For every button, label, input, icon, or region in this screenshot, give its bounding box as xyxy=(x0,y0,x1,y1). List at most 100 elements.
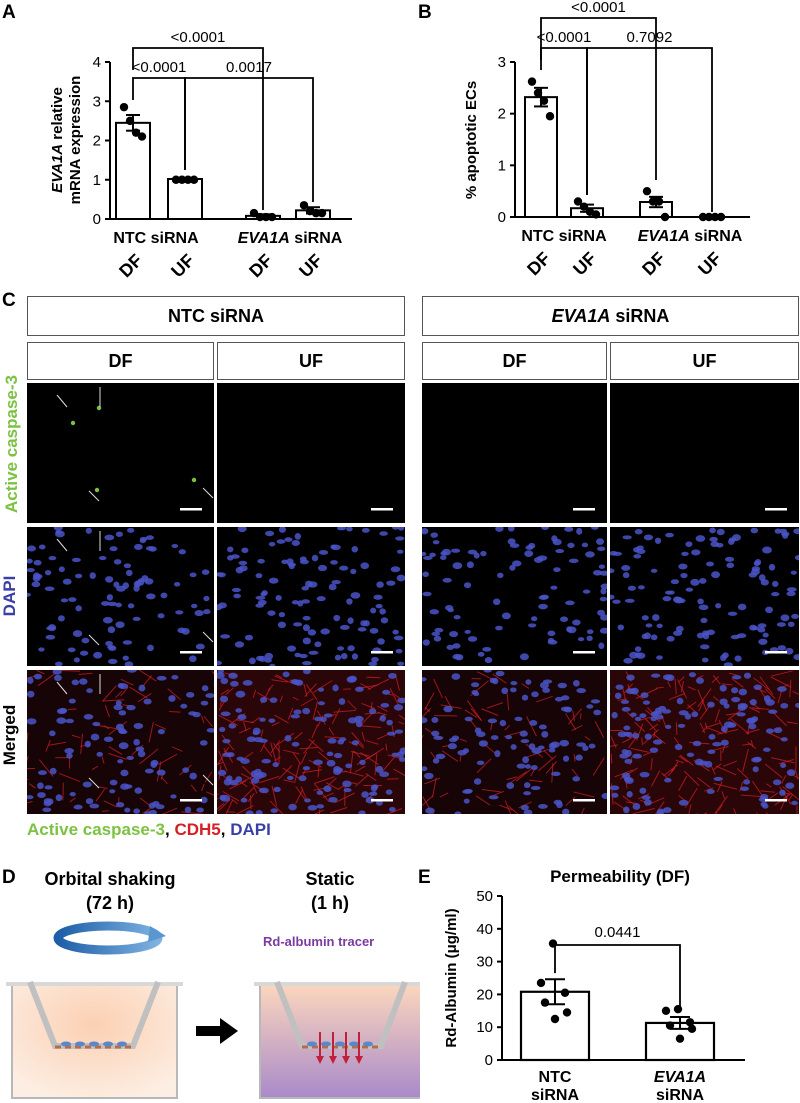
comparison-bracket xyxy=(132,47,264,210)
y-tick-label: 3 xyxy=(498,54,506,71)
data-point xyxy=(548,939,558,948)
col-header-eva1a-uf: UF xyxy=(610,342,799,380)
data-point xyxy=(654,197,664,206)
data-point xyxy=(261,212,271,222)
micrograph-tile xyxy=(610,670,799,814)
comparison-bracket xyxy=(586,47,713,212)
data-point xyxy=(562,1008,572,1017)
transwell-2 xyxy=(254,980,420,1099)
panel-label-c: C xyxy=(2,290,16,311)
category-label: EVA1A xyxy=(654,1069,706,1086)
legend-dapi: DAPI xyxy=(230,820,271,839)
data-point xyxy=(255,212,265,222)
category-label: UF xyxy=(295,250,326,281)
p-value-label: <0.0001 xyxy=(171,29,226,46)
group-header-eva1a: EVA1A siRNA xyxy=(422,296,799,336)
data-point xyxy=(177,175,187,184)
comparison-bracket xyxy=(540,17,657,180)
data-point xyxy=(249,208,259,218)
data-point xyxy=(642,186,652,196)
group-label: EVA1A siRNA xyxy=(638,228,743,245)
micrograph-tile xyxy=(217,670,405,814)
category-label: DF xyxy=(638,248,669,279)
scale-bar xyxy=(180,799,202,802)
transwell-1 xyxy=(6,980,183,1099)
bar xyxy=(167,177,203,220)
micrograph-tile xyxy=(27,383,214,523)
micrograph-image xyxy=(217,670,405,814)
group-header-label: siRNA xyxy=(610,305,670,326)
category-label: DF xyxy=(115,250,146,281)
data-point xyxy=(317,208,327,218)
category-label: NTC xyxy=(539,1069,572,1086)
p-value-label: 0.0441 xyxy=(595,924,641,941)
micrograph-image xyxy=(27,527,214,666)
y-tick-label: 30 xyxy=(476,954,493,971)
category-label: UF xyxy=(694,248,725,279)
p-value-label: <0.0001 xyxy=(537,29,592,46)
data-point xyxy=(648,197,658,206)
data-point xyxy=(299,201,309,210)
y-tick-label: 3 xyxy=(93,93,101,110)
chart-title: Permeability (DF) xyxy=(550,867,690,886)
y-tick-label: 50 xyxy=(476,888,493,905)
panel-label-d: D xyxy=(2,867,16,888)
legend-sep: , xyxy=(164,820,175,839)
y-tick-label: 1 xyxy=(498,157,506,174)
y-tick-label: 2 xyxy=(93,133,101,150)
p-value-label: <0.0001 xyxy=(132,59,187,76)
step2-time: (1 h) xyxy=(311,893,349,913)
data-point xyxy=(550,1014,560,1024)
micrograph-image xyxy=(573,508,595,511)
micrograph-tile xyxy=(610,383,799,523)
category-label: siRNA xyxy=(531,1087,579,1103)
scale-bar xyxy=(573,508,595,511)
data-point xyxy=(704,212,714,222)
data-point xyxy=(560,988,570,997)
group-label: NTC siRNA xyxy=(521,228,607,245)
tracer-label: Rd-albumin tracer xyxy=(263,934,375,949)
group-label: EVA1A siRNA xyxy=(238,230,343,247)
category-label: UF xyxy=(569,248,600,279)
micrograph-tile xyxy=(422,670,607,814)
micrograph-tile xyxy=(217,527,405,666)
micrograph-tile xyxy=(610,527,799,666)
group-label: NTC siRNA xyxy=(113,230,199,247)
p-value-label: <0.0001 xyxy=(571,0,626,16)
data-point xyxy=(183,175,193,184)
panel-label-a: A xyxy=(2,2,16,23)
micrograph-image xyxy=(371,508,393,511)
scale-bar xyxy=(765,508,787,511)
group-header-italic: EVA1A xyxy=(551,305,611,326)
step2-title: Static xyxy=(305,869,355,889)
micrograph-image xyxy=(765,508,787,511)
data-point xyxy=(673,1004,683,1014)
scale-bar xyxy=(573,799,595,802)
scale-bar xyxy=(371,651,393,654)
group-header-label: NTC siRNA xyxy=(167,305,264,326)
chart-e: Permeability (DF)01020304050NTCsiRNAEVA1… xyxy=(443,867,745,1103)
diffusion-arrows-icon xyxy=(316,1032,363,1064)
scale-bar xyxy=(573,651,595,654)
orbital-arrow-icon xyxy=(53,921,166,955)
micrograph-image xyxy=(217,527,405,666)
y-axis-label: % apoptotic ECs xyxy=(463,81,480,199)
y-tick-label: 4 xyxy=(93,54,101,71)
data-point xyxy=(545,112,555,121)
micrograph-image xyxy=(422,670,607,814)
data-point xyxy=(579,202,589,211)
scale-bar xyxy=(371,508,393,511)
micrograph-tile xyxy=(27,670,214,814)
data-point xyxy=(716,212,726,222)
legend-sep: , xyxy=(220,820,231,839)
p-value-label: 0.0017 xyxy=(226,59,272,76)
row-label-dapi: DAPI xyxy=(0,575,19,617)
col-header-eva1a-df: DF xyxy=(422,342,607,380)
data-point xyxy=(665,1021,675,1030)
y-tick-label: 0 xyxy=(498,209,506,226)
micrograph-image xyxy=(422,527,607,664)
scale-bar xyxy=(180,508,202,511)
row-label-caspase: Active caspase-3 xyxy=(2,375,21,513)
